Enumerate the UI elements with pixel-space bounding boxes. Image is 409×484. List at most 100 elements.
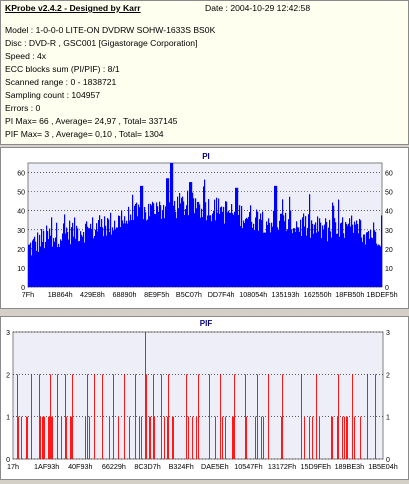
pi-bar (152, 201, 154, 287)
pi-bar (337, 233, 339, 287)
pi-bar (143, 219, 145, 287)
pi-bar (226, 201, 228, 287)
pi-bar (250, 205, 252, 287)
info-disc: Disc : DVD-R , GSC001 [Gigastorage Corpo… (5, 38, 198, 48)
pi-bar (67, 231, 69, 287)
pi-bar (287, 229, 289, 287)
pi-bar (218, 198, 220, 287)
pi-bar (84, 242, 86, 287)
pi-bar (266, 221, 268, 287)
pif-bar (304, 416, 305, 459)
pi-bar (214, 199, 216, 287)
pi-bar (315, 222, 317, 287)
pi-bar (172, 163, 174, 287)
pi-bar (95, 229, 97, 287)
pi-bar (247, 218, 249, 287)
pif-x-axis: 17h 1AF93h 40F93h 66229h 8C3D7h B324Fh DAE5Eh 1… (7, 462, 398, 471)
pi-bar (207, 215, 209, 287)
pif-bar (225, 416, 226, 459)
pi-bar (189, 182, 191, 287)
pi-bar (36, 250, 38, 287)
info-speed: Speed : 4x (5, 51, 47, 61)
pi-bar (100, 226, 102, 287)
pi-bar (180, 203, 182, 287)
pif-bar (52, 416, 53, 459)
pi-bar (200, 217, 202, 287)
pi-bar (221, 206, 223, 287)
pif-bar (61, 416, 62, 459)
pif-y-axis-left: 0 1 2 3 (6, 330, 10, 464)
pi-bar (191, 182, 193, 287)
pi-bar (86, 221, 88, 287)
pif-bar (173, 416, 174, 459)
pif-bar (129, 416, 130, 459)
pif-bar (282, 374, 283, 459)
pi-bar (225, 201, 227, 287)
pif-bar (118, 416, 119, 459)
pi-bar (230, 212, 232, 287)
pif-bar (196, 416, 197, 459)
pi-bar (215, 220, 217, 287)
pi-bar (310, 237, 312, 287)
pif-bar (141, 416, 142, 459)
pif-bar (309, 416, 310, 459)
pif-xtick: DAE5Eh (201, 462, 229, 471)
pi-bar (237, 187, 239, 287)
pi-bar (272, 226, 274, 287)
pi-series (28, 163, 383, 287)
pif-bar (344, 416, 345, 459)
pi-bar (367, 232, 369, 287)
pi-bar (313, 233, 315, 287)
pi-bar (97, 231, 99, 287)
pi-bar (211, 221, 213, 287)
pi-bar (348, 223, 350, 287)
pi-bar (259, 219, 261, 287)
pi-y-axis-right: 0 10 20 30 40 50 60 (385, 171, 393, 292)
pi-bar (278, 229, 280, 287)
pi-bar (269, 222, 271, 287)
pi-bar (324, 224, 326, 287)
pif-bar (149, 416, 150, 459)
pif-bar (342, 416, 343, 459)
pi-bar (280, 213, 282, 287)
pif-bar (94, 374, 95, 459)
pi-chart-panel: PI 0 10 20 30 40 50 60 0 10 20 30 40 50 60 7Fh 1B864h… (0, 147, 409, 309)
pi-bar (350, 226, 352, 287)
pi-bar (155, 214, 157, 287)
pif-xtick: 40F93h (68, 462, 92, 471)
pi-bar (302, 217, 304, 287)
pi-bar (134, 205, 136, 287)
pi-bar (104, 216, 106, 287)
pi-bar (139, 207, 141, 287)
pi-bar (238, 214, 240, 287)
pi-bar (355, 224, 357, 287)
pi-bar (178, 208, 180, 287)
pi-bar (185, 209, 187, 287)
pi-bar (291, 229, 293, 287)
pi-ytick-right: 40 (385, 209, 393, 216)
pi-chart: PI 0 10 20 30 40 50 60 0 10 20 30 40 50 60 7Fh 1B864h… (17, 152, 397, 299)
pi-bar (116, 227, 118, 287)
pi-bar (270, 232, 272, 287)
pif-bar (89, 416, 90, 459)
pi-bar (82, 236, 84, 287)
pi-bar (53, 238, 55, 287)
pi-bar (297, 227, 299, 287)
pi-bar (37, 232, 39, 287)
pi-bar (75, 238, 77, 287)
pif-bar (337, 416, 338, 459)
pi-bar (284, 221, 286, 287)
pi-xtick: 429E8h (80, 290, 105, 299)
pif-bar (72, 374, 73, 459)
pi-bar (144, 207, 146, 287)
pi-bar (61, 240, 63, 287)
pi-bar (129, 220, 131, 287)
pif-bar (70, 416, 71, 459)
pi-bar (130, 214, 132, 287)
pi-bar (188, 215, 190, 287)
pif-ytick-left: 1 (6, 415, 10, 422)
pi-xtick: 7Fh (22, 290, 34, 299)
pif-bar (332, 416, 333, 459)
pi-bar (216, 197, 218, 287)
pif-bar (367, 374, 368, 459)
